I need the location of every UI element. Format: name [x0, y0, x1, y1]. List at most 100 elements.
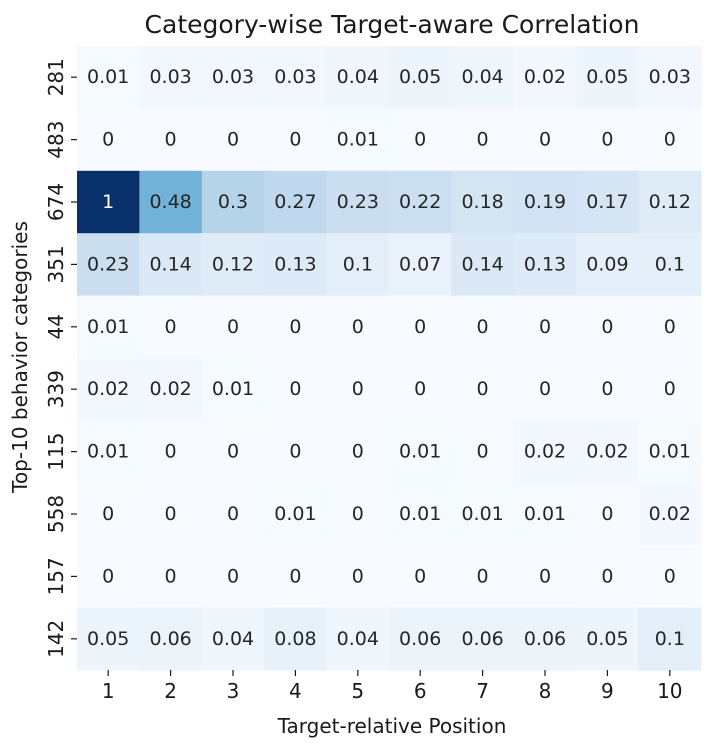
cell-value-label: 0.04 — [461, 66, 503, 88]
y-axis-ticks: 281 483 674 351 44 339 115 558 157 142 — [44, 58, 77, 658]
cell-value-label: 0.23 — [87, 253, 129, 275]
heatmap-cell-142-7 — [451, 607, 515, 671]
cell-value-label: 0 — [227, 441, 239, 463]
cell-value-label: 0.06 — [149, 628, 191, 650]
heatmap-cell-142-1 — [77, 607, 140, 671]
cell-value-label: 0 — [477, 441, 489, 463]
heatmap-cell-483-10 — [638, 108, 702, 172]
cell-value-label: 0.01 — [212, 378, 254, 400]
heatmap-cell-558-7 — [451, 482, 515, 546]
heatmap-cell-351-6 — [389, 233, 452, 297]
heatmap-cell-157-4 — [264, 545, 328, 609]
cell-value-label: 0.02 — [586, 441, 628, 463]
heatmap-cell-281-7 — [451, 46, 515, 109]
heatmap-cell-44-7 — [451, 295, 515, 359]
cell-value-label: 0.01 — [399, 441, 441, 463]
cell-value-label: 0.13 — [274, 253, 316, 275]
heatmap-cell-339-7 — [451, 358, 515, 421]
cell-value-label: 0.04 — [337, 628, 379, 650]
cell-value-label: 0.04 — [337, 66, 379, 88]
heatmap-cell-157-6 — [389, 545, 452, 609]
heatmap-cell-558-8 — [513, 482, 577, 546]
x-tick-label: 2 — [164, 679, 177, 703]
heatmap-cell-44-8 — [513, 295, 577, 359]
heatmap-cell-483-2 — [139, 108, 203, 172]
heatmap-cell-339-9 — [576, 358, 640, 421]
heatmap-cell-44-3 — [201, 295, 265, 359]
cell-value-label: 0.1 — [343, 253, 373, 275]
cell-value-label: 0 — [414, 129, 426, 151]
cell-value-label: 0.03 — [212, 66, 254, 88]
cell-value-label: 0 — [664, 565, 676, 587]
cell-value-label: 0.12 — [649, 191, 691, 213]
cell-value-label: 0.01 — [524, 503, 566, 525]
x-tick-label: 1 — [102, 679, 115, 703]
cell-value-label: 0 — [227, 503, 239, 525]
cell-value-label: 0 — [601, 378, 613, 400]
heatmap-cell-339-3 — [201, 358, 265, 421]
x-tick-label: 9 — [601, 679, 614, 703]
heatmap-cell-483-4 — [264, 108, 328, 172]
heatmap-cells: 0.01 0.03 0.03 0.03 0.04 0.05 0.04 0.02 0.05 0.03… — [77, 46, 702, 671]
cell-value-label: 0 — [414, 378, 426, 400]
heatmap-cell-339-6 — [389, 358, 452, 421]
heatmap-cell-281-10 — [638, 46, 702, 109]
cell-value-label: 0.05 — [399, 66, 441, 88]
cell-value-label: 0 — [601, 129, 613, 151]
cell-value-label: 0 — [352, 441, 364, 463]
heatmap-cell-142-10 — [638, 607, 702, 671]
y-tick-label: 44 — [44, 314, 68, 339]
cell-value-label: 0 — [289, 378, 301, 400]
cell-value-label: 0.3 — [218, 191, 248, 213]
heatmap-cell-115-4 — [264, 420, 328, 484]
y-tick-label: 281 — [44, 58, 68, 96]
cell-value-label: 0.03 — [274, 66, 316, 88]
cell-value-label: 0 — [414, 316, 426, 338]
heatmap-cell-44-5 — [326, 295, 390, 359]
heatmap-cell-142-9 — [576, 607, 640, 671]
y-tick-label: 142 — [44, 620, 68, 658]
cell-value-label: 0.12 — [212, 253, 254, 275]
x-tick-label: 4 — [289, 679, 302, 703]
cell-value-label: 0 — [414, 565, 426, 587]
cell-value-label: 0.02 — [524, 66, 566, 88]
heatmap-cell-281-9 — [576, 46, 640, 109]
heatmap-cell-483-8 — [513, 108, 577, 172]
heatmap-cell-157-9 — [576, 545, 640, 609]
heatmap-cell-674-2 — [139, 170, 203, 234]
heatmap-cell-157-8 — [513, 545, 577, 609]
heatmap-cell-281-6 — [389, 46, 452, 109]
heatmap-cell-281-5 — [326, 46, 390, 109]
heatmap-cell-351-4 — [264, 233, 328, 297]
heatmap-cell-44-10 — [638, 295, 702, 359]
cell-value-label: 0 — [352, 316, 364, 338]
cell-value-label: 0 — [664, 129, 676, 151]
heatmap-cell-339-5 — [326, 358, 390, 421]
cell-value-label: 0 — [352, 378, 364, 400]
y-tick-label: 339 — [44, 370, 68, 408]
heatmap-cell-44-9 — [576, 295, 640, 359]
heatmap-cell-674-7 — [451, 170, 515, 234]
cell-value-label: 0 — [102, 129, 114, 151]
cell-value-label: 0.02 — [87, 378, 129, 400]
cell-value-label: 0.01 — [399, 503, 441, 525]
heatmap-cell-351-7 — [451, 233, 515, 297]
heatmap-cell-351-8 — [513, 233, 577, 297]
heatmap-cell-142-2 — [139, 607, 203, 671]
cell-value-label: 0 — [289, 565, 301, 587]
heatmap-cell-157-2 — [139, 545, 203, 609]
heatmap-cell-558-10 — [638, 482, 702, 546]
heatmap-cell-157-10 — [638, 545, 702, 609]
cell-value-label: 0.01 — [87, 316, 129, 338]
cell-value-label: 0.01 — [87, 66, 129, 88]
cell-value-label: 0.27 — [274, 191, 316, 213]
y-tick-label: 674 — [44, 183, 68, 221]
heatmap-cell-142-5 — [326, 607, 390, 671]
cell-value-label: 0.05 — [586, 628, 628, 650]
cell-value-label: 0.23 — [337, 191, 379, 213]
y-tick-label: 483 — [44, 121, 68, 159]
heatmap-cell-351-9 — [576, 233, 640, 297]
heatmap-cell-281-8 — [513, 46, 577, 109]
cell-value-label: 0.03 — [649, 66, 691, 88]
heatmap-cell-44-6 — [389, 295, 452, 359]
